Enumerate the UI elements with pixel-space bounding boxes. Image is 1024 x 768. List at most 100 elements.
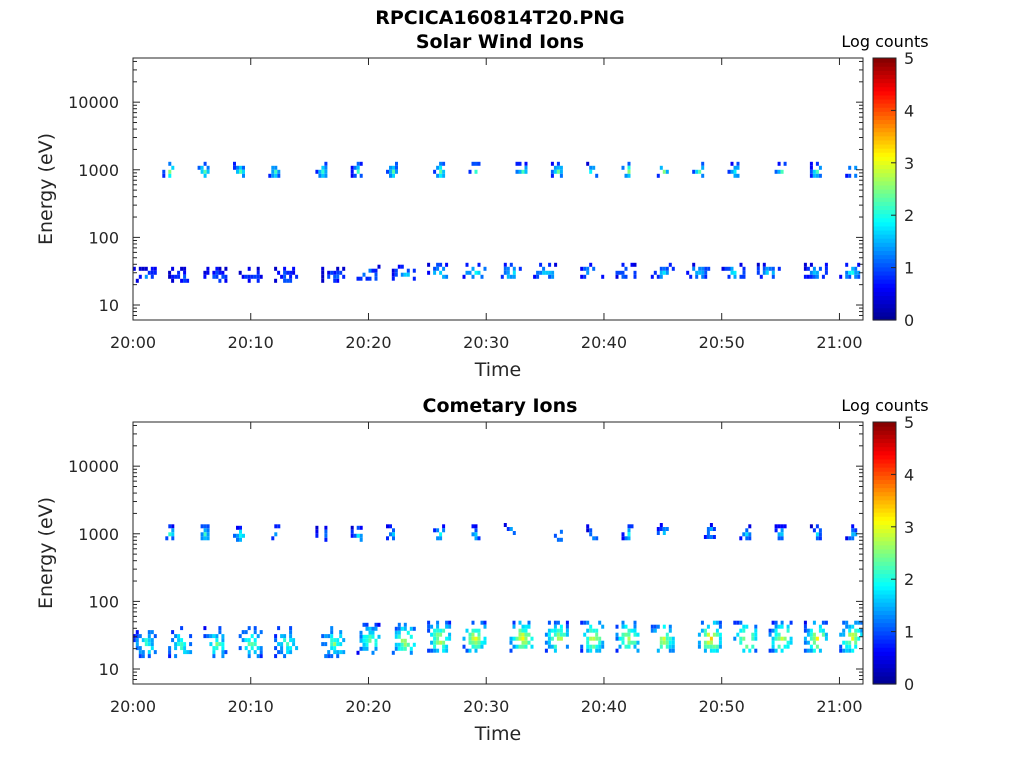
heatmap-cell (839, 644, 843, 649)
heatmap-cell (271, 536, 275, 541)
heatmap-cell (809, 628, 813, 633)
heatmap-cell (756, 266, 760, 271)
heatmap-cell (806, 632, 810, 637)
heatmap-cell (592, 644, 596, 649)
heatmap-cell (595, 536, 599, 541)
heatmap-cell (809, 274, 813, 279)
heatmap-cell (745, 536, 749, 541)
colorbar-segment (873, 467, 896, 472)
heatmap-cell (286, 278, 290, 283)
heatmap-cell (580, 266, 584, 271)
heatmap-cell (633, 270, 637, 275)
heatmap-cell (542, 266, 546, 271)
heatmap-cell (394, 272, 398, 277)
heatmap-cell (503, 270, 507, 275)
heatmap-cell (703, 644, 707, 649)
heatmap-cell (547, 632, 551, 637)
heatmap-cell (324, 654, 328, 659)
heatmap-cell (271, 165, 275, 170)
heatmap-cell (633, 624, 637, 629)
heatmap-cell (624, 644, 628, 649)
heatmap-cell (224, 278, 228, 283)
heatmap-cell (394, 268, 398, 273)
heatmap-cell (762, 266, 766, 271)
heatmap-cell (206, 169, 210, 174)
heatmap-cell (403, 272, 407, 277)
heatmap-cell (474, 169, 478, 174)
heatmap-cell (471, 636, 475, 641)
heatmap-cell (362, 634, 366, 639)
colorbar-segment (873, 168, 896, 174)
heatmap-cell (709, 640, 713, 645)
heatmap-cell (377, 622, 381, 627)
colorbar-segment (873, 626, 896, 632)
heatmap-cell (601, 274, 605, 279)
heatmap-cell (206, 536, 210, 541)
heatmap-cell (480, 644, 484, 649)
heatmap-cell (242, 173, 245, 178)
heatmap-cell (701, 173, 705, 178)
heatmap-cell (662, 169, 666, 174)
heatmap-cell (253, 638, 257, 643)
heatmap-cell (704, 274, 708, 279)
heatmap-cell (433, 636, 437, 641)
heatmap-cell (236, 533, 239, 538)
heatmap-cell (589, 628, 593, 633)
heatmap-cell (536, 274, 540, 279)
heatmap-cell (815, 644, 819, 649)
heatmap-cell (144, 274, 148, 279)
heatmap-cell (436, 628, 440, 633)
data-cluster (845, 524, 858, 541)
heatmap-cell (659, 523, 663, 527)
heatmap-cell (397, 646, 401, 651)
heatmap-cell (851, 632, 855, 637)
heatmap-cell (777, 636, 781, 641)
heatmap-cell (742, 274, 746, 279)
heatmap-cell (854, 532, 858, 537)
data-cluster (315, 161, 328, 178)
heatmap-cell (530, 644, 534, 649)
colorbar-tick-label: 1 (904, 623, 914, 642)
heatmap-cell (527, 624, 531, 629)
heatmap-cell (189, 634, 193, 639)
heatmap-cell (436, 624, 440, 629)
heatmap-cell (247, 654, 251, 659)
heatmap-cell (474, 636, 478, 641)
heatmap-cell (565, 624, 569, 629)
heatmap-cell (712, 527, 716, 531)
heatmap-cell (336, 278, 340, 283)
heatmap-cell (718, 636, 722, 641)
heatmap-cell (221, 650, 225, 655)
heatmap-cell (821, 620, 825, 625)
colorbar-segment (873, 561, 896, 566)
heatmap-cell (212, 654, 216, 659)
heatmap-cell (774, 524, 778, 529)
heatmap-cell (697, 644, 701, 649)
data-cluster (356, 622, 381, 655)
data-cluster (321, 626, 346, 659)
heatmap-cell (551, 274, 555, 279)
heatmap-cell (777, 532, 781, 537)
heatmap-cell (395, 161, 398, 166)
heatmap-cell (633, 640, 637, 645)
heatmap-cell (465, 270, 469, 275)
heatmap-cell (742, 270, 746, 275)
heatmap-cell (427, 624, 431, 629)
heatmap-cell (174, 654, 178, 659)
heatmap-cell (598, 648, 602, 653)
heatmap-cell (336, 638, 340, 643)
heatmap-cell (280, 634, 284, 639)
heatmap-cell (706, 535, 710, 539)
heatmap-cell (803, 636, 807, 641)
heatmap-cell (439, 165, 443, 170)
heatmap-cell (589, 165, 593, 170)
heatmap-cell (221, 646, 225, 651)
data-cluster (686, 262, 711, 279)
colorbar-segment (873, 540, 896, 546)
data-cluster (427, 262, 449, 279)
heatmap-cell (659, 165, 663, 170)
colorbar-segment (873, 98, 896, 104)
colorbar-segment (873, 442, 896, 448)
heatmap-cell (324, 537, 328, 542)
heatmap-cell (786, 640, 790, 645)
